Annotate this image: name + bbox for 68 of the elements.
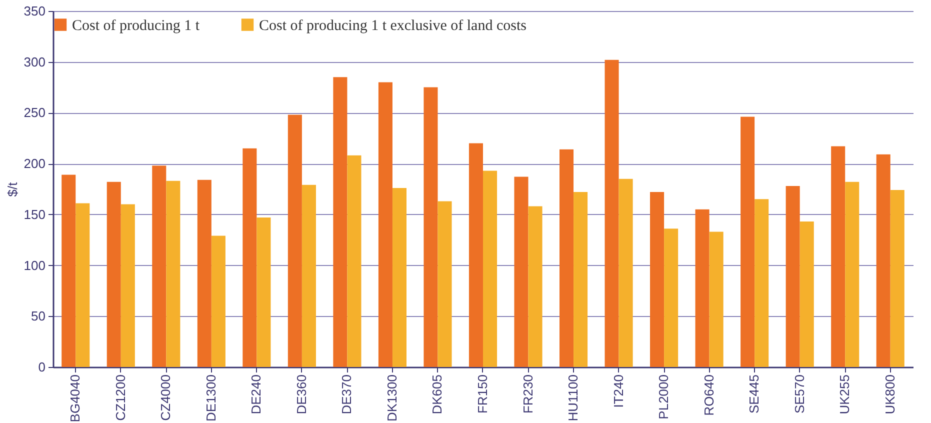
x-tick-label: SE445	[746, 374, 762, 414]
x-tick-label: FR150	[475, 374, 490, 414]
x-tick-label: DK605	[430, 374, 445, 414]
x-tick-label: SE570	[792, 374, 807, 414]
bar	[392, 188, 407, 367]
bar	[302, 184, 316, 367]
bar	[76, 203, 90, 367]
y-tick-label: 200	[24, 156, 46, 172]
bar	[876, 154, 890, 367]
y-tick-label: 350	[24, 4, 46, 18]
bar	[120, 204, 135, 367]
bar	[831, 146, 846, 367]
bar	[483, 170, 498, 367]
x-tick-label: PL2000	[656, 374, 672, 420]
bar	[347, 155, 362, 367]
bar	[197, 180, 212, 367]
x-tick-label: DE370	[339, 374, 354, 414]
bar	[845, 182, 860, 367]
bar	[288, 114, 302, 367]
bar	[152, 166, 166, 367]
legend-label: Cost of producing 1 t	[72, 18, 200, 34]
x-tick-label: CZ1200	[112, 374, 128, 421]
bar	[800, 222, 814, 367]
x-tick-label: DE360	[294, 374, 309, 414]
bar	[438, 201, 452, 367]
x-tick-label: HU1100	[566, 374, 581, 422]
bar	[709, 232, 724, 367]
bar	[166, 180, 180, 367]
y-tick-label: 300	[24, 54, 46, 70]
x-tick-label: BG4040	[68, 374, 83, 422]
y-tick-label: 250	[24, 105, 46, 120]
bar	[650, 192, 664, 367]
bar	[574, 192, 588, 367]
x-tick-label: CZ4000	[158, 374, 174, 421]
x-tick-label: UK255	[837, 374, 852, 414]
bar	[514, 176, 528, 367]
bar	[559, 149, 574, 367]
y-axis-title: $/t	[4, 182, 20, 197]
x-tick-label: RO640	[701, 374, 716, 416]
x-tick-label: DE1300	[203, 374, 218, 422]
y-tick-label: 0	[38, 360, 46, 374]
bar	[242, 148, 257, 367]
x-tick-label: UK800	[882, 374, 898, 414]
x-tick-label: FR230	[520, 374, 536, 414]
y-tick-label: 100	[24, 258, 46, 273]
bar	[754, 199, 769, 367]
bar	[618, 178, 633, 367]
y-tick-label: 150	[24, 206, 46, 222]
bar	[695, 209, 710, 367]
bar	[62, 174, 76, 367]
x-tick-label: DK1300	[384, 374, 400, 422]
bar	[211, 236, 226, 367]
bar	[786, 186, 800, 367]
bar	[468, 143, 483, 367]
x-tick-label: DE240	[248, 374, 264, 414]
bar	[664, 228, 678, 367]
y-tick-label: 50	[31, 308, 46, 324]
bar	[740, 116, 755, 367]
bar	[424, 87, 438, 367]
x-tick-label: IT240	[610, 374, 626, 408]
bar	[256, 217, 271, 367]
bar	[333, 77, 348, 367]
bar	[378, 82, 392, 367]
bar	[528, 206, 542, 367]
bar	[604, 60, 619, 367]
legend-label: Cost of producing 1 t exclusive of land costs	[259, 18, 527, 34]
bar	[890, 190, 904, 367]
bar	[106, 182, 121, 367]
